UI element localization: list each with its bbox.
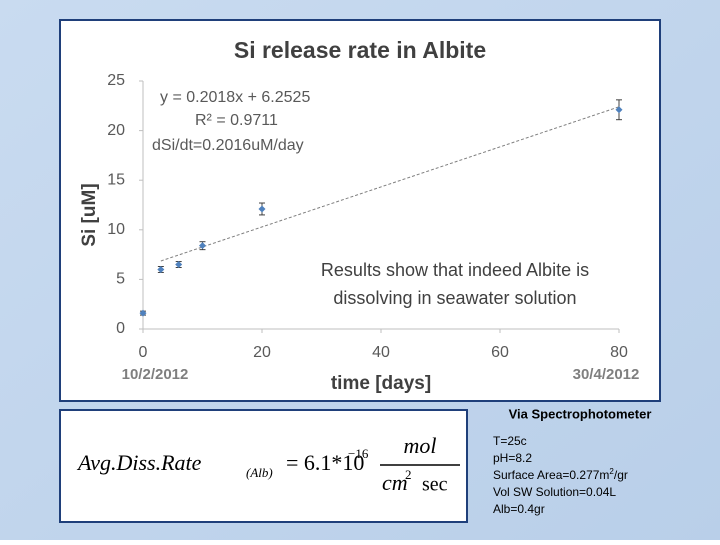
condition: Vol SW Solution=0.04L bbox=[493, 485, 616, 499]
formula-lhs: Avg.Diss.Rate bbox=[76, 450, 202, 475]
formula-sub: (Alb) bbox=[246, 465, 273, 480]
end-date: 30/4/2012 bbox=[573, 366, 640, 383]
point bbox=[157, 265, 165, 273]
y-tick-label: 5 bbox=[116, 271, 125, 288]
formula: Avg.Diss.Rate (Alb) = 6.1*10 −16 mol cm … bbox=[76, 433, 460, 496]
trendline bbox=[160, 106, 620, 262]
formula-box bbox=[59, 409, 468, 523]
x-tick-label: 20 bbox=[253, 344, 271, 361]
chart-title: Si release rate in Albite bbox=[234, 37, 486, 63]
condition: pH=8.2 bbox=[493, 451, 532, 465]
condition-part: /gr bbox=[614, 468, 628, 482]
equation: dSi/dt=0.2016uM/day bbox=[152, 137, 304, 154]
equation: R² = 0.9711 bbox=[195, 112, 278, 129]
x-tick-label: 0 bbox=[139, 344, 148, 361]
y-axis-label: Si [uM] bbox=[79, 183, 100, 246]
y-tick-label: 10 bbox=[107, 221, 125, 238]
y-tick-label: 0 bbox=[116, 320, 125, 337]
superscript: 2 bbox=[609, 467, 614, 476]
x-axis-label: time [days] bbox=[331, 373, 431, 394]
y-tick-label: 20 bbox=[107, 122, 125, 139]
conditions: T=25c pH=8.2 Surface Area=0.277m2/gr Vol SW… bbox=[493, 434, 628, 516]
chart-frame bbox=[59, 19, 661, 402]
point bbox=[139, 309, 147, 317]
condition: Alb=0.4gr bbox=[493, 502, 545, 516]
x-tick-label: 40 bbox=[372, 344, 390, 361]
point bbox=[199, 242, 206, 250]
point bbox=[615, 106, 623, 114]
y-tick-label: 15 bbox=[107, 171, 125, 188]
point bbox=[258, 205, 266, 213]
formula-den-unit: sec bbox=[422, 474, 448, 496]
formula-coef: = 6.1*10 bbox=[286, 450, 364, 475]
annotation: dissolving in seawater solution bbox=[333, 288, 576, 308]
formula-num: mol bbox=[404, 433, 437, 458]
annotation: Results show that indeed Albite is bbox=[321, 260, 589, 280]
formula-den-exp: 2 bbox=[405, 467, 412, 482]
x-tick-label: 80 bbox=[610, 344, 628, 361]
method: Via Spectrophotometer bbox=[509, 406, 652, 421]
condition-part: Surface Area=0.277m bbox=[493, 468, 609, 482]
condition: T=25c bbox=[493, 434, 527, 448]
condition: Surface Area=0.277m2/gr bbox=[493, 467, 628, 482]
x-tick-label: 60 bbox=[491, 344, 509, 361]
y-tick-label: 25 bbox=[107, 72, 125, 89]
formula-exp: −16 bbox=[348, 446, 369, 461]
formula-den: cm bbox=[382, 470, 408, 495]
point bbox=[175, 261, 183, 269]
start-date: 10/2/2012 bbox=[122, 366, 189, 383]
equation: y = 0.2018x + 6.2525 bbox=[160, 89, 310, 106]
